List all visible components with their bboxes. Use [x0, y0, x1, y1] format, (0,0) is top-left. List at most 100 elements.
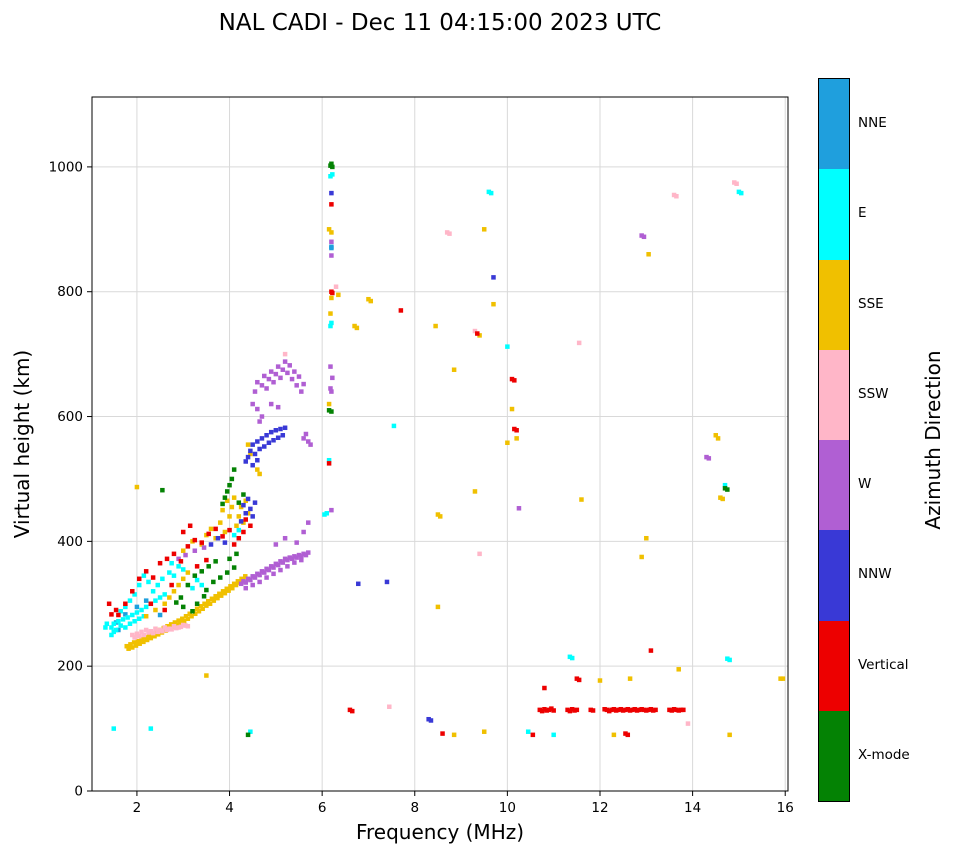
data-point [238, 504, 244, 510]
x-axis-label: Frequency (MHz) [355, 820, 525, 844]
data-point [509, 406, 515, 412]
data-point [333, 284, 339, 289]
data-point [230, 585, 235, 591]
data-point [287, 555, 292, 560]
data-point [639, 233, 644, 238]
data-point [255, 457, 260, 463]
data-point [278, 559, 283, 564]
data-point [146, 630, 151, 635]
data-point [200, 606, 205, 612]
data-point [574, 676, 580, 681]
data-point [127, 621, 133, 626]
data-point [143, 635, 148, 640]
data-point [109, 625, 114, 630]
data-point [178, 624, 184, 630]
series-NNE [113, 244, 334, 633]
data-point [292, 369, 297, 374]
data-point [160, 628, 165, 634]
data-point [180, 567, 186, 572]
data-point [299, 557, 304, 563]
data-point [124, 643, 129, 649]
data-point [306, 550, 311, 555]
data-point [236, 527, 242, 533]
data-point [141, 632, 147, 638]
data-point [192, 548, 198, 553]
data-point [644, 708, 649, 713]
data-point [306, 439, 311, 444]
x-tick-label: 6 [318, 800, 327, 816]
data-point [625, 732, 631, 738]
y-tick-label: 600 [57, 409, 83, 425]
data-point [639, 706, 644, 712]
data-point [169, 627, 174, 632]
data-point [134, 631, 140, 636]
data-point [444, 230, 450, 235]
data-point [248, 729, 253, 734]
x-tick-label: 12 [591, 800, 608, 816]
data-point [667, 707, 672, 713]
data-point [116, 612, 121, 618]
data-point [329, 253, 334, 258]
data-point [118, 609, 123, 614]
data-point [220, 501, 225, 507]
data-point [126, 646, 131, 651]
data-point [546, 707, 552, 713]
data-point [245, 454, 251, 460]
colorbar-segment-NNW [819, 530, 849, 621]
series-NNW [208, 190, 496, 723]
data-point [169, 582, 174, 588]
data-point [440, 731, 445, 736]
data-point [509, 376, 515, 382]
data-point [264, 386, 269, 391]
data-point [157, 612, 163, 618]
data-point [204, 673, 209, 678]
data-point [250, 574, 255, 579]
data-point [685, 721, 691, 726]
data-point [329, 244, 334, 250]
data-point [650, 708, 656, 713]
data-point [477, 333, 482, 338]
data-point [250, 442, 255, 447]
data-point [248, 577, 253, 583]
series-X-mode [160, 161, 730, 738]
data-point [280, 433, 286, 438]
data-point [266, 440, 272, 446]
data-point [604, 707, 610, 713]
data-point [349, 708, 355, 714]
data-point [252, 575, 258, 580]
data-point [282, 351, 288, 357]
data-point [157, 560, 163, 566]
data-point [262, 570, 267, 575]
data-point [104, 621, 110, 626]
data-point [218, 593, 224, 598]
data-point [736, 189, 742, 195]
data-point [243, 580, 248, 585]
data-point [255, 406, 260, 412]
data-point [165, 623, 170, 629]
data-point [282, 425, 288, 431]
data-point [641, 234, 647, 240]
data-point [176, 564, 181, 569]
data-point [275, 562, 281, 568]
data-point [215, 535, 221, 541]
data-point [127, 598, 133, 603]
data-point [565, 707, 570, 713]
data-point [330, 172, 335, 177]
data-point [505, 344, 510, 349]
data-point [180, 529, 186, 535]
data-point [718, 495, 723, 500]
colorbar-tick-label-W: W [858, 476, 872, 493]
data-point [278, 426, 283, 432]
data-point [391, 423, 397, 429]
data-point [185, 570, 191, 575]
x-tick-label: 2 [133, 800, 142, 816]
data-point [162, 601, 167, 607]
scatter-points [103, 161, 786, 738]
data-point [447, 231, 452, 236]
data-point [207, 601, 213, 607]
data-point [238, 581, 244, 587]
data-point [130, 589, 135, 594]
data-point [451, 367, 457, 372]
data-point [123, 625, 128, 630]
series-SSW [130, 180, 739, 726]
